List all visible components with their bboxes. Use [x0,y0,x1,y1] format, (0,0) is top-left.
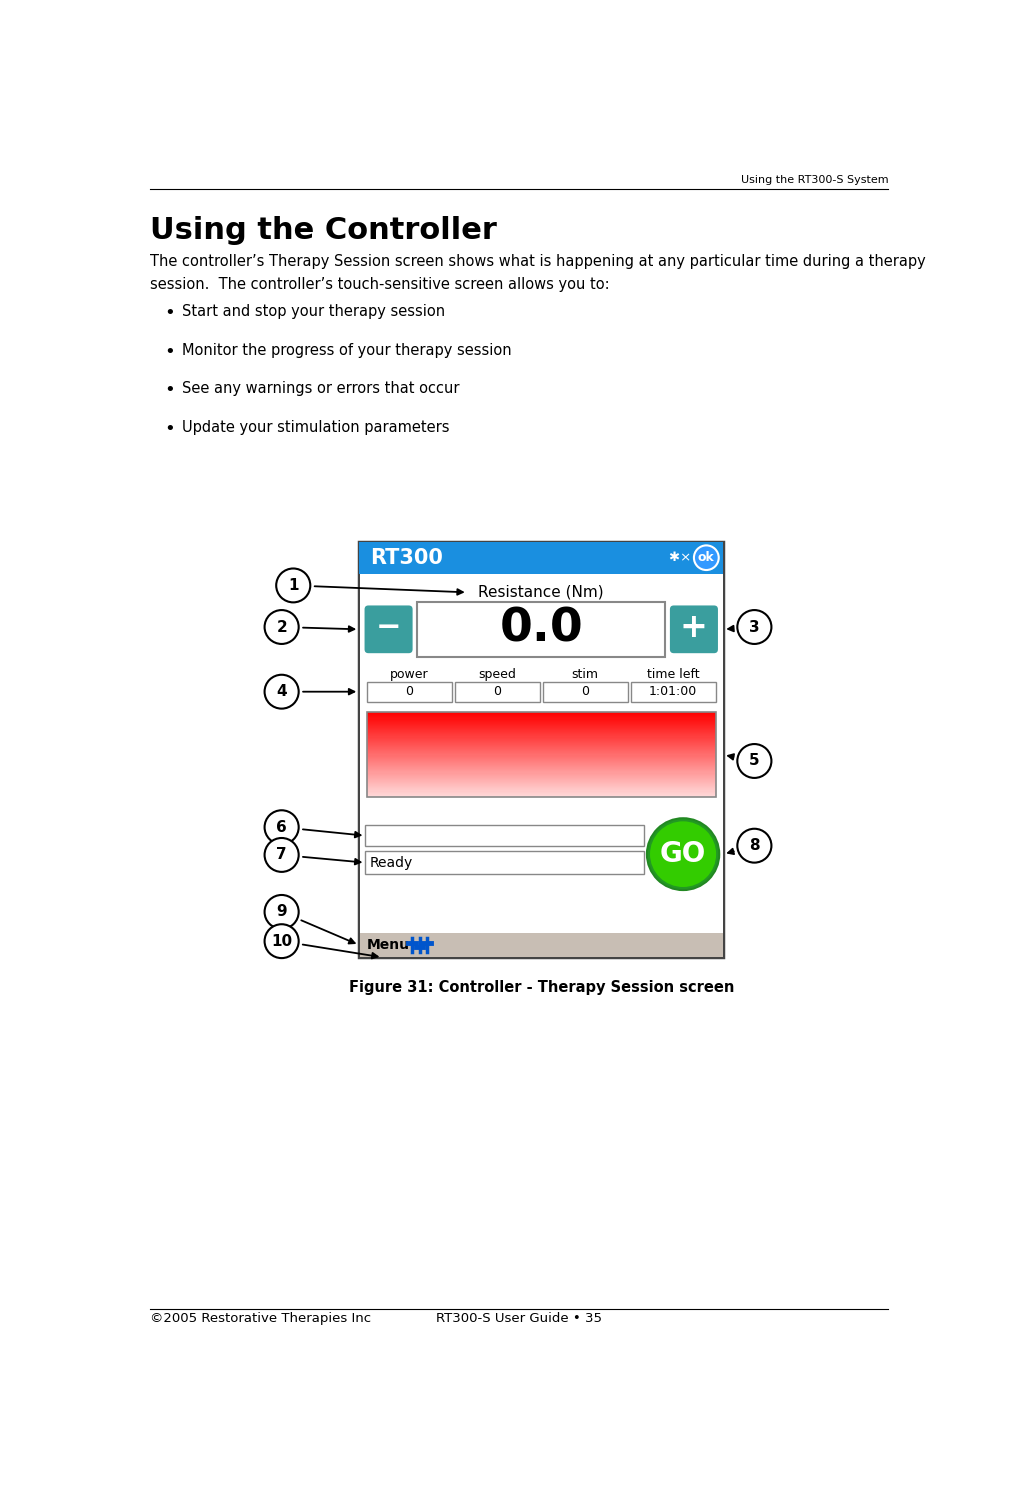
FancyBboxPatch shape [670,605,718,653]
Circle shape [264,675,299,708]
Text: 6: 6 [277,820,287,835]
Circle shape [264,611,299,644]
Text: speed: speed [478,668,517,681]
Text: Figure 31: Controller - Therapy Session screen: Figure 31: Controller - Therapy Session … [348,981,734,996]
Text: power: power [390,668,428,681]
Text: 0: 0 [493,686,501,698]
Circle shape [277,569,310,602]
Text: ©2005 Restorative Therapies Inc: ©2005 Restorative Therapies Inc [150,1311,371,1325]
Text: GO: GO [659,840,706,868]
Text: Ready: Ready [370,856,413,870]
Text: 1:01:00: 1:01:00 [649,686,697,698]
Text: 9: 9 [277,904,287,919]
Text: Monitor the progress of your therapy session: Monitor the progress of your therapy ses… [182,343,512,358]
Text: Using the Controller: Using the Controller [150,216,496,246]
Text: 2: 2 [277,620,287,635]
Text: Update your stimulation parameters: Update your stimulation parameters [182,419,450,436]
Text: RT300-S User Guide • 35: RT300-S User Guide • 35 [436,1311,602,1325]
Circle shape [264,810,299,844]
Circle shape [264,895,299,928]
Circle shape [737,744,772,778]
Circle shape [646,817,720,891]
Text: •: • [164,343,174,361]
Text: The controller’s Therapy Session screen shows what is happening at any particula: The controller’s Therapy Session screen … [150,254,926,292]
FancyBboxPatch shape [366,825,644,846]
Text: ✱×  ♪≤  10:30: ✱× ♪≤ 10:30 [670,551,766,564]
Text: ok: ok [698,551,715,564]
FancyBboxPatch shape [417,602,666,657]
Text: 8: 8 [749,838,760,853]
Circle shape [737,829,772,862]
Text: stim: stim [571,668,599,681]
Text: 0.0: 0.0 [499,606,583,651]
FancyBboxPatch shape [360,542,723,958]
Text: 0: 0 [405,686,413,698]
Text: •: • [164,419,174,439]
Text: 3: 3 [749,620,760,635]
Text: Resistance (Nm): Resistance (Nm) [478,585,604,600]
Text: •: • [164,304,174,322]
FancyBboxPatch shape [366,852,644,874]
Text: Using the RT300-S System: Using the RT300-S System [741,175,888,186]
FancyBboxPatch shape [543,681,628,702]
Text: 0: 0 [581,686,590,698]
Text: 10: 10 [271,934,292,949]
FancyBboxPatch shape [360,542,723,573]
Text: •: • [164,382,174,400]
Text: −: − [376,614,401,642]
Text: See any warnings or errors that occur: See any warnings or errors that occur [182,382,460,397]
Text: +: + [680,611,708,644]
FancyBboxPatch shape [365,605,412,653]
Circle shape [694,545,719,570]
Text: RT300: RT300 [370,548,443,567]
FancyBboxPatch shape [367,681,452,702]
Text: 7: 7 [277,847,287,862]
Text: 5: 5 [749,753,760,768]
Circle shape [264,838,299,871]
Circle shape [649,820,717,888]
Text: Start and stop your therapy session: Start and stop your therapy session [182,304,446,319]
Circle shape [264,924,299,958]
Circle shape [737,611,772,644]
Text: Menu: Menu [367,939,410,952]
FancyBboxPatch shape [360,933,722,958]
Text: 4: 4 [277,684,287,699]
Text: 1: 1 [288,578,299,593]
FancyBboxPatch shape [455,681,540,702]
FancyBboxPatch shape [631,681,715,702]
FancyBboxPatch shape [360,573,722,933]
Text: time left: time left [647,668,700,681]
